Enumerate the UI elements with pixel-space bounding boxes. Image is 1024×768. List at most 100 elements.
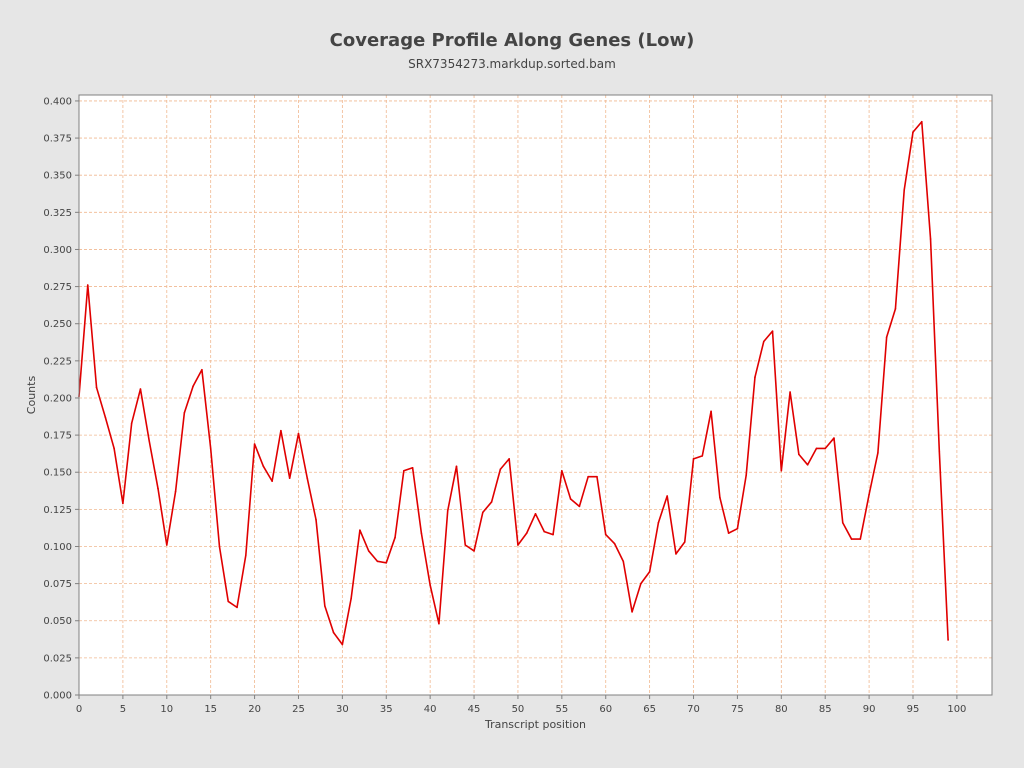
data-point xyxy=(850,538,853,540)
data-point xyxy=(113,447,115,450)
data-point xyxy=(622,560,625,563)
data-point xyxy=(569,498,572,500)
y-tick-label: 0.050 xyxy=(43,616,72,627)
series-line xyxy=(78,120,949,646)
data-point xyxy=(139,388,142,390)
data-point xyxy=(499,468,502,471)
y-tick-label: 0.075 xyxy=(43,579,72,590)
data-point xyxy=(130,422,133,425)
data-point xyxy=(912,131,914,133)
data-point xyxy=(692,458,695,460)
plot-area xyxy=(79,95,992,695)
data-point xyxy=(157,487,159,490)
data-point xyxy=(253,443,256,445)
data-point xyxy=(578,505,581,508)
data-point xyxy=(209,447,212,450)
data-point xyxy=(561,469,563,472)
data-point xyxy=(771,330,774,332)
x-tick-label: 30 xyxy=(336,704,349,715)
data-point xyxy=(122,502,124,505)
data-point xyxy=(719,496,721,499)
data-point xyxy=(508,458,510,460)
axis-ticks: 0 5 10 15 20 25 30 35 40 45 50 55 60 65 70 75 80 85 90 95 10… xyxy=(43,96,966,715)
x-tick-label: 60 xyxy=(599,704,612,715)
data-point xyxy=(271,480,273,482)
data-point xyxy=(841,521,844,524)
data-point xyxy=(280,429,282,432)
x-tick-label: 65 xyxy=(643,704,656,715)
data-point xyxy=(859,538,862,540)
y-tick-label: 0.100 xyxy=(43,542,72,553)
data-point xyxy=(701,455,704,457)
x-tick-label: 10 xyxy=(160,704,173,715)
y-tick-label: 0.225 xyxy=(43,356,72,367)
data-point xyxy=(806,464,809,466)
y-tick-label: 0.125 xyxy=(43,505,72,516)
data-point xyxy=(262,465,265,468)
data-point xyxy=(640,582,642,585)
x-tick-label: 50 xyxy=(512,704,525,715)
data-point xyxy=(332,631,335,634)
data-point xyxy=(666,495,668,497)
data-point xyxy=(525,532,528,534)
x-tick-label: 25 xyxy=(292,704,305,715)
data-point xyxy=(789,391,791,393)
y-tick-label: 0.175 xyxy=(43,431,72,442)
data-point xyxy=(446,510,449,512)
data-point xyxy=(95,386,98,389)
data-point xyxy=(473,550,475,552)
y-tick-label: 0.275 xyxy=(43,282,72,293)
data-point xyxy=(780,469,783,472)
data-point xyxy=(798,453,800,456)
data-point xyxy=(903,189,906,191)
data-point xyxy=(165,544,168,546)
data-point xyxy=(631,611,633,613)
y-axis-label: Counts xyxy=(25,376,38,415)
data-point xyxy=(543,530,546,533)
data-point xyxy=(762,340,765,343)
x-tick-label: 85 xyxy=(819,704,832,715)
x-tick-label: 80 xyxy=(775,704,788,715)
data-point xyxy=(227,600,230,603)
data-point xyxy=(552,533,554,536)
y-tick-label: 0.025 xyxy=(43,653,72,664)
data-point xyxy=(104,416,107,419)
data-point xyxy=(236,606,238,609)
x-tick-label: 55 xyxy=(555,704,568,715)
data-point xyxy=(885,336,888,338)
x-tick-label: 45 xyxy=(468,704,481,715)
data-point xyxy=(482,511,484,514)
x-tick-label: 70 xyxy=(687,704,700,715)
y-tick-label: 0.250 xyxy=(43,319,72,330)
data-point xyxy=(754,376,756,378)
x-tick-label: 95 xyxy=(907,704,920,715)
x-tick-label: 35 xyxy=(380,704,393,715)
data-point xyxy=(218,545,221,548)
data-point xyxy=(894,308,897,310)
data-point xyxy=(517,544,519,546)
data-point xyxy=(657,521,660,524)
data-point xyxy=(148,440,151,442)
data-point xyxy=(710,410,712,413)
data-point xyxy=(86,284,89,286)
data-point xyxy=(297,432,300,435)
series-layer xyxy=(78,120,949,646)
y-tick-label: 0.300 xyxy=(43,245,72,256)
data-point xyxy=(947,639,949,641)
data-point xyxy=(824,447,827,450)
data-point xyxy=(438,622,440,625)
x-tick-label: 90 xyxy=(863,704,876,715)
data-point xyxy=(192,385,194,387)
data-point xyxy=(675,553,677,555)
data-point xyxy=(183,412,186,414)
data-point xyxy=(350,597,352,600)
chart-title: Coverage Profile Along Genes (Low) xyxy=(329,30,695,51)
data-point xyxy=(306,477,309,479)
data-point xyxy=(411,466,414,469)
data-point xyxy=(833,437,835,439)
data-point xyxy=(534,513,537,515)
data-point xyxy=(604,533,607,536)
data-point xyxy=(929,238,932,240)
y-tick-label: 0.150 xyxy=(43,468,72,479)
